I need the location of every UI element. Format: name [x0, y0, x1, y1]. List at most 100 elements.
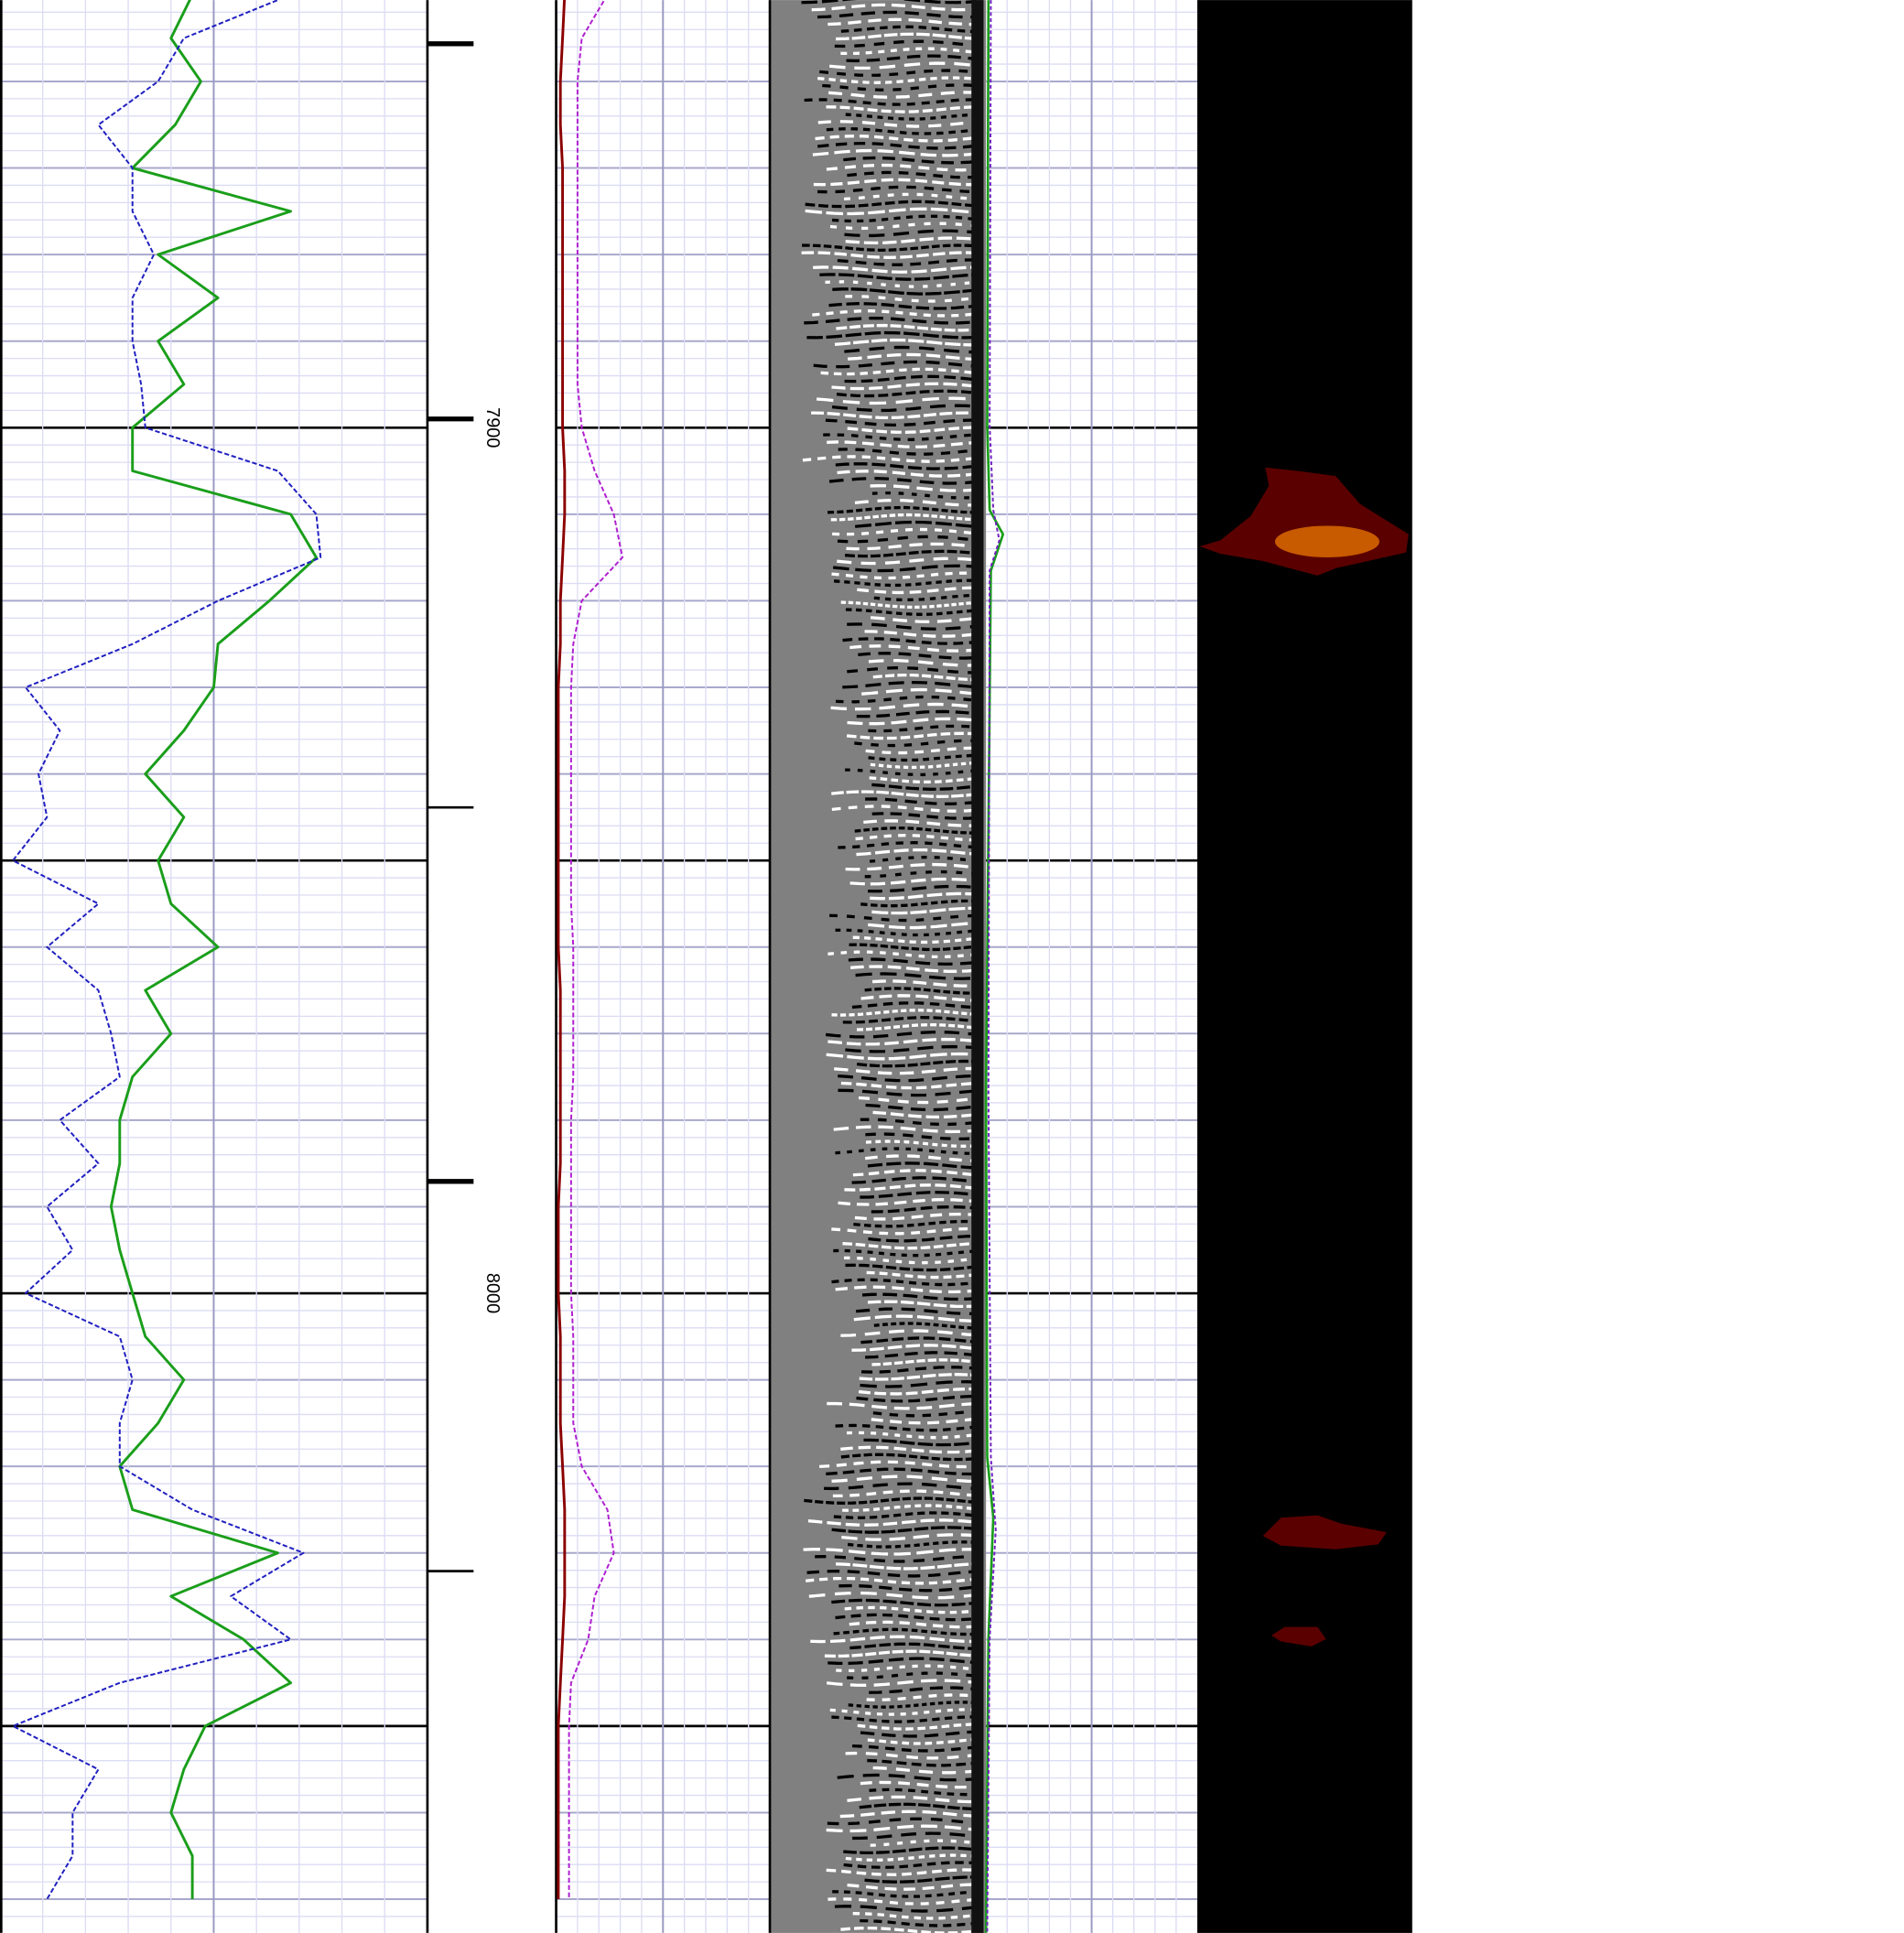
texture-line — [872, 1110, 980, 1119]
texture-line — [845, 608, 973, 616]
texture-line — [857, 1722, 975, 1731]
texture-line — [811, 3, 978, 12]
texture-line — [847, 426, 974, 434]
texture-line — [833, 1125, 980, 1134]
texture-line — [849, 877, 977, 886]
texture-line — [872, 1409, 980, 1418]
texture-line — [815, 1555, 980, 1563]
depth-ticks — [427, 41, 474, 1572]
texture-line — [851, 1001, 979, 1010]
texture-line — [856, 1059, 974, 1068]
texture-line — [828, 1657, 974, 1666]
curves — [12, 0, 623, 1900]
texture-line — [849, 1620, 976, 1629]
texture-line — [832, 287, 979, 296]
texture-line — [845, 236, 972, 245]
texture-line — [868, 724, 976, 733]
texture-line — [817, 76, 974, 84]
image-texture — [801, 0, 984, 1933]
texture-line — [870, 1839, 978, 1847]
texture-line — [871, 491, 979, 500]
texture-line — [845, 1263, 972, 1272]
texture-line — [831, 1278, 978, 1287]
texture-line — [860, 1730, 978, 1738]
texture-line — [870, 616, 978, 623]
texture-line — [865, 1139, 973, 1148]
texture-line — [865, 1351, 972, 1359]
texture-line — [852, 1912, 979, 1920]
texture-line — [870, 484, 978, 492]
texture-line — [856, 1023, 974, 1031]
texture-line — [826, 1052, 972, 1061]
texture-line — [842, 1016, 979, 1024]
texture-line — [850, 965, 978, 973]
texture-line — [817, 120, 974, 128]
texture-line — [869, 1787, 977, 1797]
texture-line — [842, 1504, 979, 1512]
texture-line — [852, 1831, 979, 1841]
texture-line — [867, 1758, 975, 1767]
texture-line — [813, 178, 979, 187]
texture-line — [834, 338, 981, 347]
texture-line — [843, 1846, 980, 1855]
spectrum-blobs — [1199, 467, 1409, 1647]
texture-line — [826, 1467, 972, 1476]
texture-line — [852, 1169, 979, 1177]
texture-line — [869, 776, 977, 784]
texture-line — [861, 687, 979, 696]
texture-line — [834, 39, 981, 49]
texture-line — [835, 1423, 981, 1432]
texture-line — [860, 1366, 979, 1374]
texture-line — [846, 1431, 974, 1440]
texture-line — [813, 360, 979, 369]
texture-line — [868, 753, 976, 762]
texture-line — [827, 505, 974, 514]
texture-line — [828, 302, 975, 310]
texture-line — [867, 1737, 975, 1745]
texture-line — [825, 418, 981, 427]
texture-line — [819, 273, 976, 281]
texture-line — [828, 950, 974, 959]
texture-line — [802, 243, 978, 253]
texture-line — [825, 280, 981, 288]
texture-line — [856, 1307, 973, 1316]
texture-line — [864, 630, 972, 638]
texture-line — [801, 0, 977, 5]
texture-line — [832, 527, 979, 536]
log-curve — [557, 0, 567, 1900]
texture-line — [822, 83, 979, 92]
texture-line — [871, 906, 979, 915]
depth-label: 7900 — [482, 407, 503, 448]
texture-line — [840, 25, 978, 34]
texture-edge — [971, 0, 984, 1933]
texture-line — [855, 972, 972, 980]
texture-line — [865, 746, 973, 755]
texture-line — [827, 440, 973, 448]
texture-line — [826, 105, 972, 113]
texture-line — [865, 1103, 973, 1112]
texture-line — [842, 637, 979, 645]
texture-line — [834, 1066, 980, 1075]
texture-line — [849, 1642, 977, 1651]
texture-line — [863, 1438, 980, 1447]
texture-line — [847, 666, 974, 675]
log-curve — [12, 0, 322, 1900]
texture-line — [838, 1198, 975, 1206]
texture-line — [831, 790, 978, 798]
texture-line — [866, 1270, 974, 1280]
texture-line — [815, 134, 981, 143]
texture-line — [804, 1496, 979, 1505]
texture-line — [872, 673, 980, 682]
depth-label: 8000 — [482, 1273, 503, 1313]
texture-line — [830, 702, 977, 711]
texture-line — [868, 659, 976, 667]
texture-line — [811, 411, 977, 420]
texture-line — [847, 1540, 975, 1549]
texture-line — [864, 869, 972, 879]
texture-line — [859, 1373, 977, 1381]
texture-line — [840, 1081, 978, 1090]
log-curve — [109, 0, 319, 1900]
texture-line — [812, 148, 979, 157]
texture-line — [836, 389, 973, 398]
